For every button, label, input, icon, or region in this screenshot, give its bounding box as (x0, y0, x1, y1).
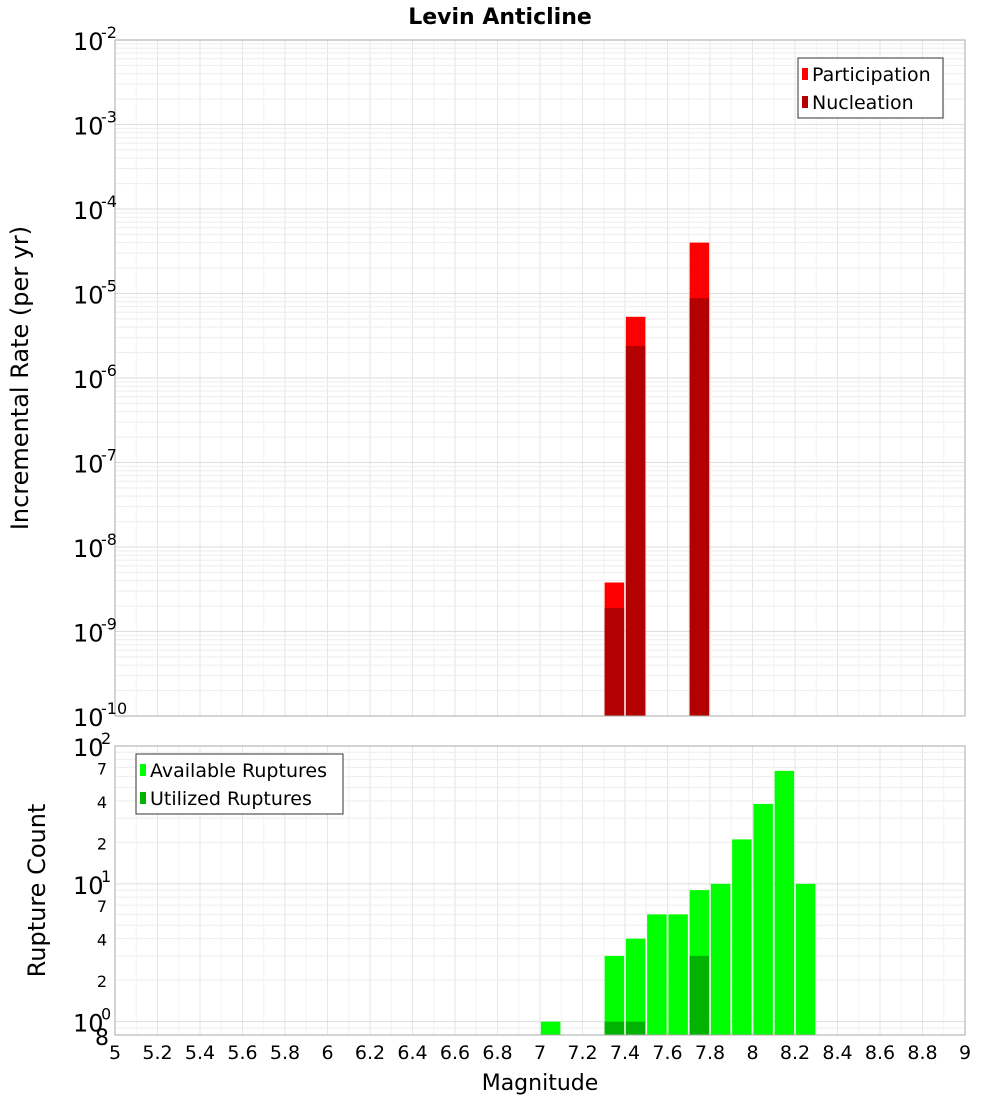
y-tick-label: 2 (97, 834, 107, 853)
y-tick-exponent: -4 (101, 192, 117, 211)
y-tick-label: 10 (73, 197, 104, 225)
x-tick-label: 5 (109, 1042, 121, 1064)
y-axis-label: Incremental Rate (per yr) (6, 226, 34, 530)
rate-bar-nucleation (689, 298, 710, 716)
x-tick-label: 6.2 (355, 1042, 385, 1064)
legend-swatch (802, 68, 808, 80)
x-tick-label: 7.8 (695, 1042, 725, 1064)
y-tick-exponent: -7 (101, 446, 117, 465)
y-tick-label: 10 (73, 734, 104, 762)
count-bar-available-ruptures (732, 839, 752, 1035)
count-bar-available-ruptures (540, 1021, 561, 1035)
y-tick-label: 10 (73, 451, 104, 479)
y-tick-exponent: -8 (101, 530, 117, 549)
y-tick-exponent: -5 (101, 277, 117, 296)
legend-label: Participation (812, 64, 931, 86)
x-tick-label: 6 (321, 1042, 333, 1064)
x-tick-label: 7.4 (610, 1042, 640, 1064)
legend-label: Nucleation (812, 92, 914, 114)
count-bar-available-ruptures (795, 883, 816, 1035)
plot-frame (114, 39, 966, 717)
chart-title: Levin Anticline (408, 5, 592, 30)
y-tick-label: 8 (95, 1026, 109, 1051)
y-tick-label: 10 (73, 28, 104, 56)
x-tick-label: 5.6 (227, 1042, 257, 1064)
x-tick-label: 7.6 (652, 1042, 682, 1064)
y-tick-label: 10 (73, 282, 104, 310)
x-tick-label: 5.4 (185, 1042, 215, 1064)
legend-box (135, 753, 344, 815)
count-bar-available-ruptures (668, 914, 688, 1035)
y-tick-exponent: -3 (101, 108, 117, 127)
y-tick-exponent: 0 (101, 1005, 111, 1024)
count-bar-available-ruptures (625, 938, 646, 1035)
y-tick-label: 10 (73, 872, 104, 900)
x-tick-label: 5.8 (270, 1042, 300, 1064)
incremental-rate-panel: 10-210-310-410-510-610-710-810-910-10Inc… (6, 23, 966, 732)
count-bar-available-ruptures (604, 955, 625, 1035)
count-bar-available-ruptures (647, 914, 667, 1035)
x-tick-label: 7.2 (567, 1042, 597, 1064)
count-bar-available-ruptures (710, 883, 731, 1035)
x-tick-label: 5.2 (142, 1042, 172, 1064)
legend-label: Utilized Ruptures (150, 788, 312, 810)
count-bar-utilized-ruptures (604, 1021, 625, 1035)
y-tick-label: 10 (73, 535, 104, 563)
legend: Available Ruptures Utilized Ruptures (135, 753, 344, 815)
rate-bar-nucleation (625, 345, 646, 716)
legend-swatch (140, 792, 146, 804)
y-tick-exponent: -6 (101, 361, 117, 380)
y-tick-label: 10 (73, 620, 104, 648)
legend: Participation Nucleation (797, 57, 944, 119)
y-tick-label: 4 (97, 931, 107, 950)
y-tick-label: 7 (97, 759, 107, 778)
y-tick-exponent: -10 (101, 699, 127, 718)
x-tick-label: 8.6 (865, 1042, 895, 1064)
y-tick-label: 10 (73, 704, 104, 732)
y-tick-label: 10 (73, 1010, 104, 1038)
y-tick-label: 4 (97, 793, 107, 812)
y-tick-exponent: 2 (101, 729, 111, 748)
y-tick-exponent: 1 (101, 867, 111, 886)
x-tick-label: 8.8 (907, 1042, 937, 1064)
y-tick-label: 2 (97, 972, 107, 991)
x-tick-label: 6.8 (482, 1042, 512, 1064)
y-tick-exponent: -9 (101, 615, 117, 634)
y-axis-label: Rupture Count (23, 804, 51, 978)
rate-bar-nucleation (604, 607, 625, 716)
count-bar-utilized-ruptures (689, 955, 710, 1035)
legend-box (797, 57, 944, 119)
count-bar-available-ruptures (774, 770, 795, 1035)
y-tick-label: 10 (73, 113, 104, 141)
y-tick-exponent: -2 (101, 23, 117, 42)
count-bar-utilized-ruptures (625, 1021, 646, 1035)
legend-label: Available Ruptures (150, 760, 327, 782)
legend-swatch (802, 96, 808, 108)
y-tick-label: 7 (97, 897, 107, 916)
x-tick-label: 8.4 (822, 1042, 852, 1064)
x-axis-label: Magnitude (482, 1071, 599, 1096)
plot-frame (114, 745, 966, 1036)
legend-swatch (140, 764, 146, 776)
x-tick-label: 6.6 (440, 1042, 470, 1064)
x-tick-label: 7 (534, 1042, 546, 1064)
x-tick-label: 8 (746, 1042, 758, 1064)
x-tick-label: 9 (959, 1042, 971, 1064)
count-bar-available-ruptures (753, 803, 773, 1035)
x-tick-label: 8.2 (780, 1042, 810, 1064)
x-tick-label: 6.4 (397, 1042, 427, 1064)
y-tick-label: 10 (73, 366, 104, 394)
